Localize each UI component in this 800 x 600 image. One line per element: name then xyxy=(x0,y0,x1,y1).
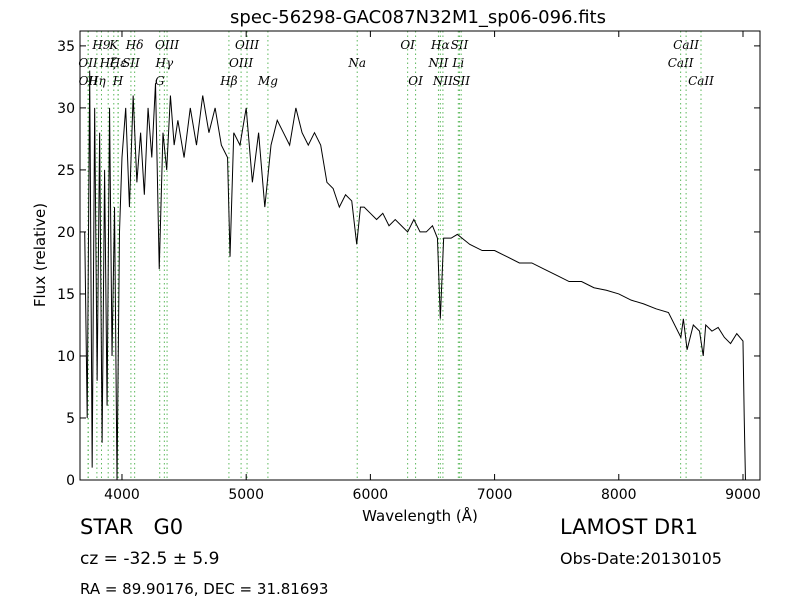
y-tick-label: 15 xyxy=(57,287,75,303)
spectral-line-label: H9 xyxy=(91,38,110,52)
spectral-line-label: SII xyxy=(122,56,140,70)
spectral-line-label: OI xyxy=(408,74,423,88)
y-tick-label: 10 xyxy=(57,349,75,365)
y-tick-label: 5 xyxy=(66,411,75,427)
spectral-line-label: Hα xyxy=(430,38,450,52)
spectral-line-label: OI xyxy=(400,38,415,52)
spectral-line-label: SII xyxy=(452,74,470,88)
spectral-line-label: Hε xyxy=(109,56,127,70)
x-tick-label: 4000 xyxy=(104,487,140,503)
spectral-line-label: OIII xyxy=(229,56,253,70)
redshift-label: cz = -32.5 ± 5.9 xyxy=(80,549,219,569)
spectral-line-label: OIII xyxy=(155,38,179,52)
y-tick-label: 35 xyxy=(57,39,75,55)
spectral-line-label: Hγ xyxy=(155,56,174,70)
spectral-line-label: K xyxy=(108,38,119,52)
y-tick-label: 30 xyxy=(57,101,75,117)
spectrum-line xyxy=(84,70,746,480)
spectral-line-label: Hβ xyxy=(219,74,237,88)
x-tick-label: 9000 xyxy=(725,487,761,503)
y-tick-label: 25 xyxy=(57,163,75,179)
spectral-line-label: OIII xyxy=(235,38,259,52)
spectral-line-label: Mg xyxy=(257,74,278,88)
x-tick-label: 7000 xyxy=(477,487,513,503)
spectral-line-label: G xyxy=(155,74,165,88)
x-axis-label: Wavelength (Å) xyxy=(362,506,478,525)
spectral-line-label: OII xyxy=(79,74,99,88)
plot-frame xyxy=(79,30,761,481)
spectral-line-label: NII xyxy=(432,74,453,88)
spectral-line-label: Hδ xyxy=(125,38,144,52)
spectral-line-label: NII xyxy=(427,56,448,70)
survey-label: LAMOST DR1 xyxy=(560,515,698,539)
spectral-line-label: Li xyxy=(451,56,464,70)
y-axis-label: Flux (relative) xyxy=(31,203,49,307)
class-label: STAR G0 xyxy=(80,515,183,539)
coords-label: RA = 89.90176, DEC = 31.81693 xyxy=(80,580,328,598)
spectral-line-label: SII xyxy=(451,38,469,52)
x-tick-label: 6000 xyxy=(353,487,389,503)
chart-title: spec-56298-GAC087N32M1_sp06-096.fits xyxy=(230,7,606,28)
y-tick-label: 20 xyxy=(57,225,75,241)
spectral-line-label: CaII xyxy=(688,74,714,88)
spectral-line-label: CaII xyxy=(668,56,694,70)
x-tick-label: 5000 xyxy=(228,487,264,503)
spectral-line-label: CaII xyxy=(673,38,699,52)
x-tick-label: 8000 xyxy=(601,487,637,503)
y-tick-label: 0 xyxy=(66,473,75,489)
date-label: Obs-Date:20130105 xyxy=(560,549,722,568)
spectral-line-label: Na xyxy=(347,56,366,70)
